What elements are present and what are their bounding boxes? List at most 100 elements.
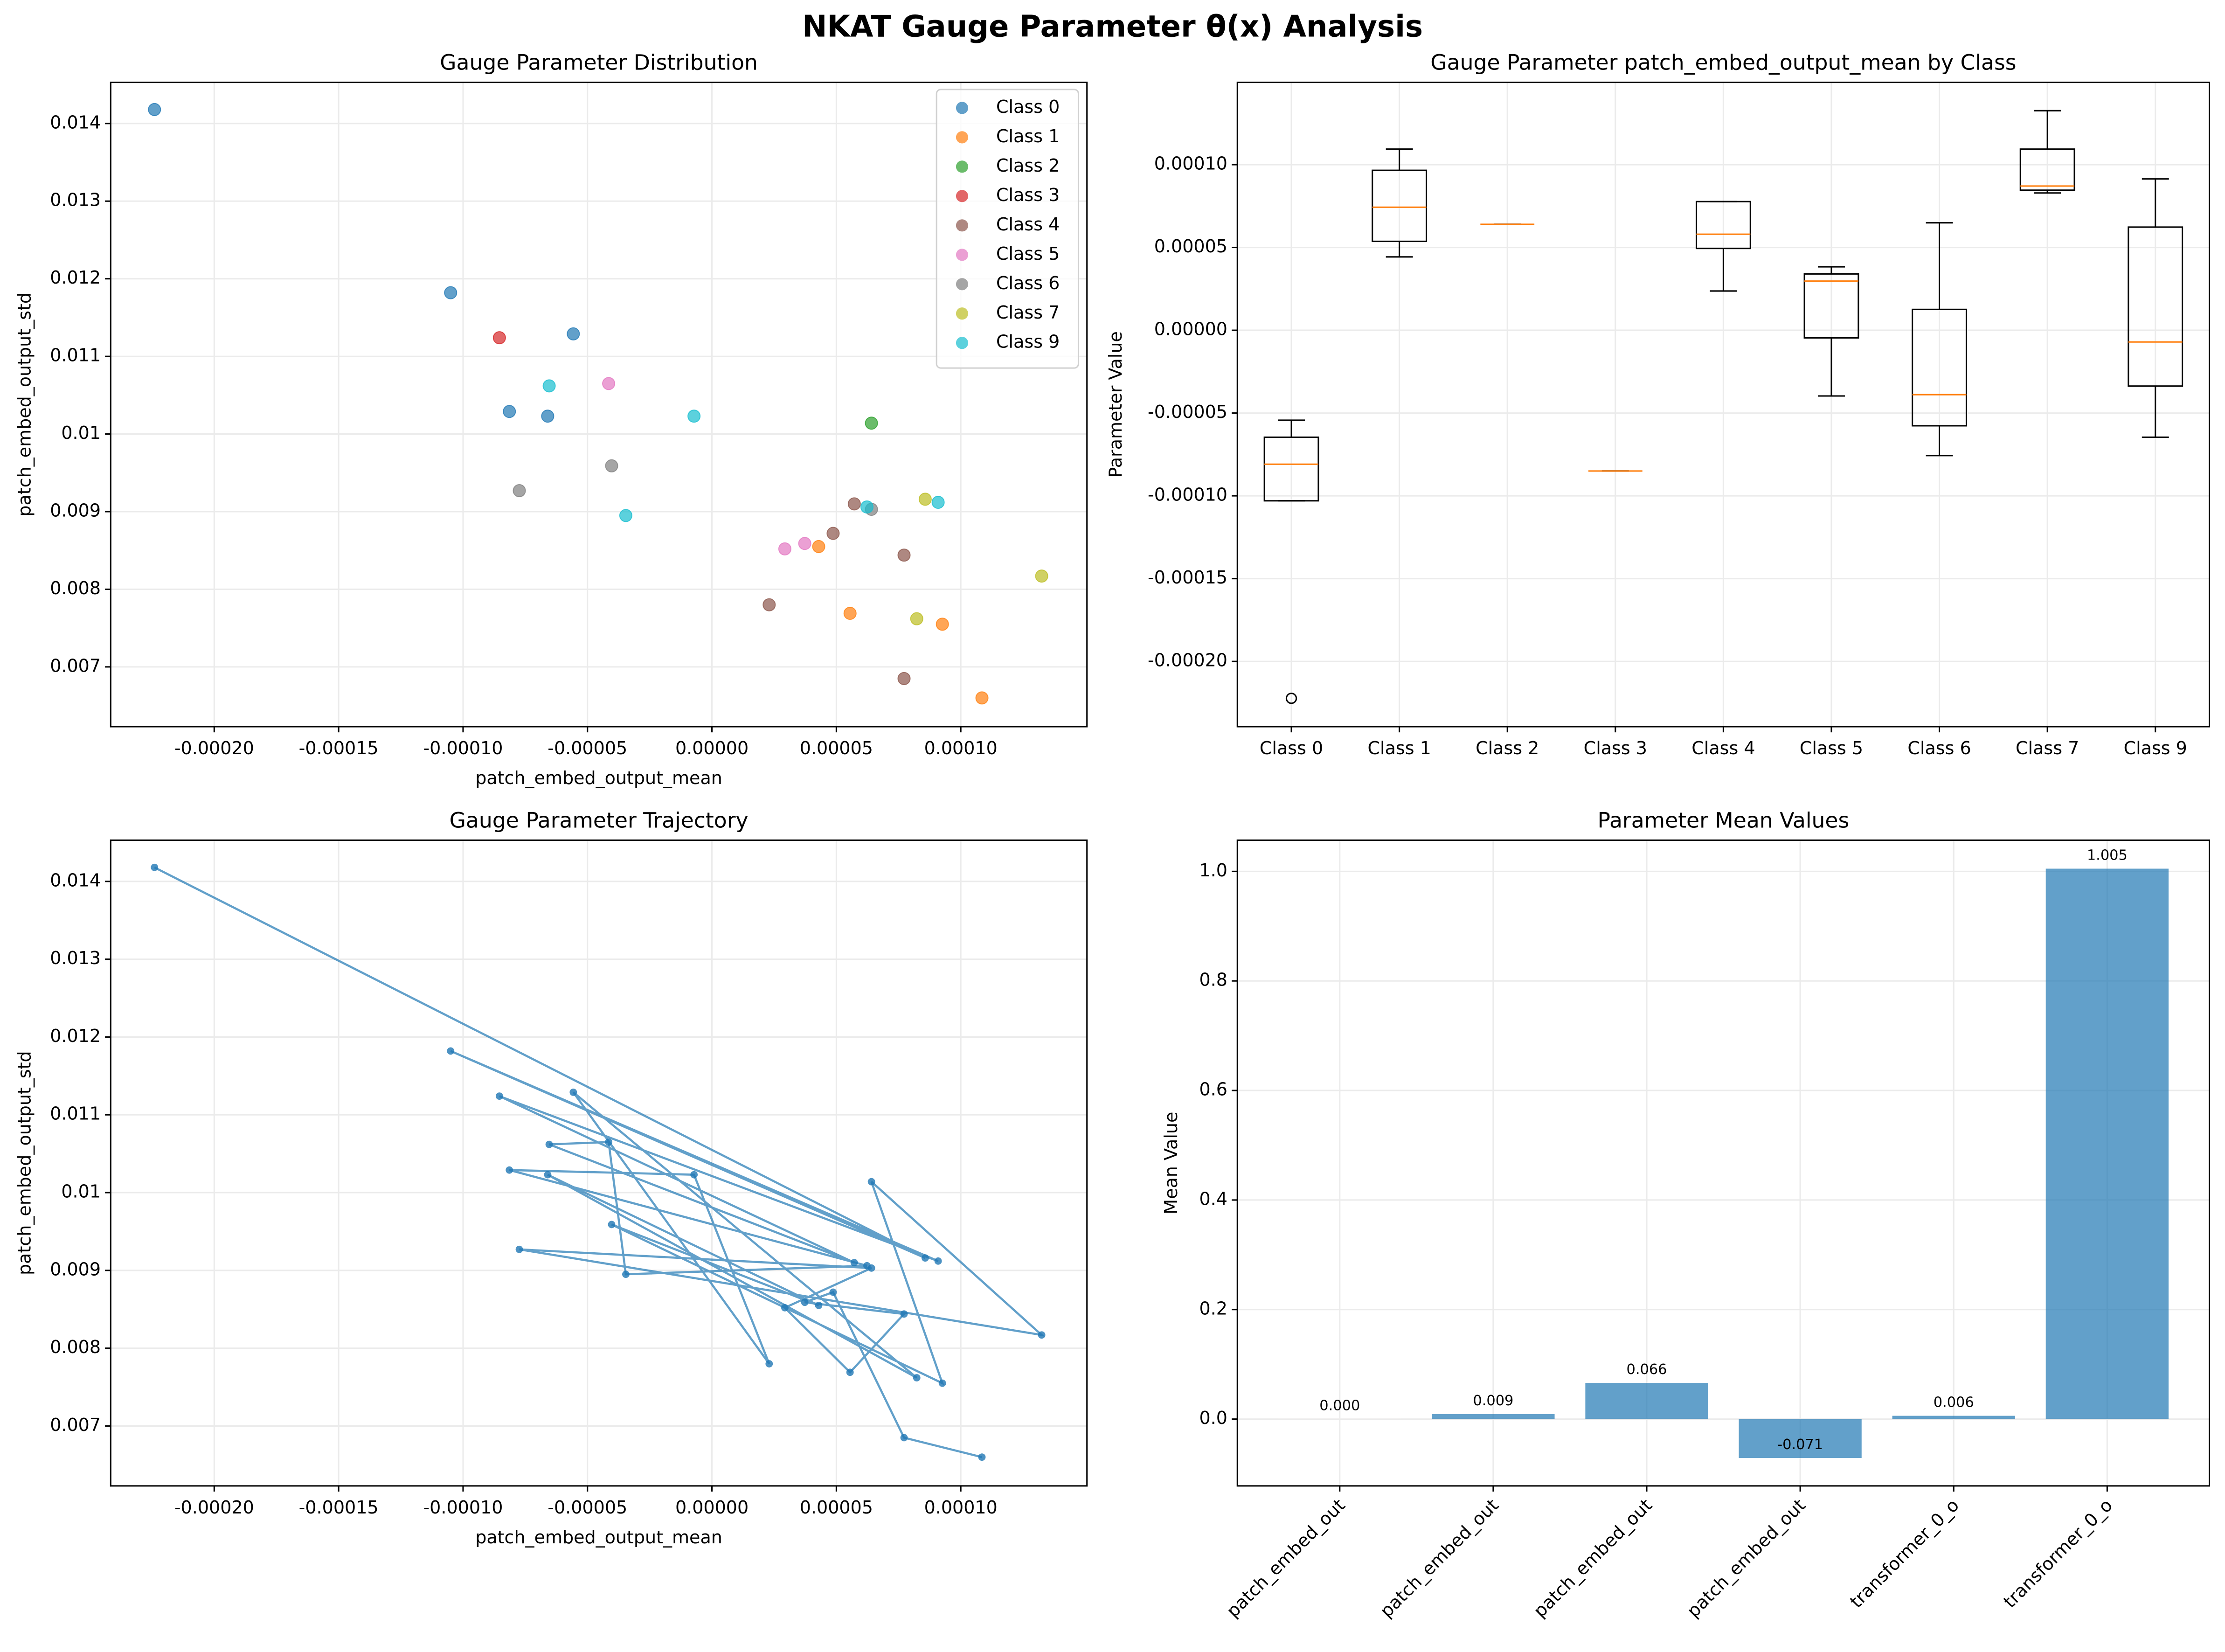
trajectory-point [867,1178,875,1186]
legend-label: Class 3 [996,185,1060,205]
y-tick-label: 0.8 [1199,970,1227,990]
trajectory-point [151,863,159,871]
value-label: -0.071 [1777,1437,1823,1453]
trajectory-point [815,1301,823,1309]
trajectory-point [608,1221,616,1229]
y-tick-label: 0.012 [50,1026,101,1046]
y-tick-label: 0.007 [50,1415,101,1435]
x-tick-label: 0.00010 [924,1497,998,1518]
figure-title: NKAT Gauge Parameter θ(x) Analysis [802,10,1423,44]
x-axis-label: patch_embed_output_mean [475,1527,722,1548]
box [1372,169,1428,242]
box [1912,308,1967,427]
chart-title: Gauge Parameter Trajectory [450,808,749,833]
y-axis-label: patch_embed_output_std [14,1051,35,1275]
axes-frame [1236,839,2211,1487]
chart-title: Parameter Mean Values [1598,808,1850,833]
y-axis-label: Parameter Value [1105,331,1126,478]
y-tick-label: 0.01 [61,423,101,443]
y-tick-label: 0.008 [50,1337,101,1357]
point [778,542,791,555]
point [148,103,161,116]
chart-title: Gauge Parameter patch_embed_output_mean … [1430,50,2016,75]
x-tick-label: Class 7 [2016,738,2079,758]
y-tick-label: 0.00000 [1154,319,1227,340]
trajectory-point [781,1304,789,1312]
legend-marker [956,307,969,320]
box [1263,436,1319,502]
legend-label: Class 6 [996,273,1060,293]
x-tick-label: Class 6 [1907,738,1971,758]
bar [1585,1383,1708,1419]
box [2019,148,2075,191]
point [492,331,506,345]
trajectory-point [447,1047,455,1055]
point [897,548,911,562]
x-tick-label: -0.00020 [174,1497,254,1518]
point [542,379,556,393]
legend-marker [956,219,969,232]
x-tick-label: Class 9 [2124,738,2187,758]
y-tick-label: 0.4 [1199,1188,1227,1209]
trajectory-point [605,1138,613,1146]
y-axis-label: patch_embed_output_std [14,292,35,517]
trajectory-point [913,1374,921,1381]
point [860,500,874,514]
legend-label: Class 2 [996,155,1060,176]
legend-box [936,89,1079,369]
trajectory-point [846,1368,854,1376]
x-tick-label: 0.00010 [924,738,998,758]
x-tick-label: -0.00010 [423,1497,503,1518]
chart-title: Gauge Parameter Distribution [440,50,758,75]
point [936,618,949,631]
x-tick-label: -0.00005 [548,738,627,758]
y-tick-label: 0.012 [50,267,101,288]
trajectory-point [515,1245,523,1253]
trajectory-point [921,1254,929,1262]
trajectory-point [495,1092,503,1100]
legend-label: Class 7 [996,302,1060,323]
axes-frame [110,839,1088,1487]
point [602,377,616,390]
x-tick-label: -0.00015 [299,738,379,758]
x-tick-label: Class 5 [1800,738,1863,758]
point [762,598,776,611]
point [687,410,701,423]
x-tick-label: Class 2 [1476,738,1539,758]
y-tick-label: 0.009 [50,500,101,521]
y-tick-label: 0.6 [1199,1079,1227,1100]
x-tick-label: Class 0 [1260,738,1323,758]
box [2128,226,2183,387]
point [812,540,825,553]
legend-label: Class 0 [996,97,1060,117]
legend-marker [956,102,969,114]
value-label: 0.000 [1319,1397,1360,1414]
x-tick-label: Class 1 [1367,738,1431,758]
y-tick-label: -0.00020 [1148,650,1227,671]
trajectory-line [154,866,1045,1458]
x-tick-label: -0.00015 [299,1497,379,1518]
point [541,410,555,423]
point [619,509,632,522]
trajectory-point [765,1360,773,1367]
point [503,405,516,418]
trajectory-point [569,1088,577,1096]
x-axis-label: patch_embed_output_mean [475,768,722,788]
value-label: 0.066 [1626,1361,1667,1378]
y-tick-label: 0.008 [50,578,101,598]
y-axis-label: Mean Value [1161,1112,1181,1215]
trajectory-point [545,1140,553,1148]
x-tick-label: 0.00000 [675,738,749,758]
trajectory-point [900,1310,908,1318]
point [444,286,457,299]
value-label: 0.009 [1473,1393,1513,1409]
trajectory-point [506,1166,513,1174]
point [1035,569,1048,583]
x-tick-label: 0.00005 [800,1497,873,1518]
box [1803,273,1859,339]
y-tick-label: 0.011 [50,1104,101,1124]
x-tick-label: -0.00010 [423,738,503,758]
